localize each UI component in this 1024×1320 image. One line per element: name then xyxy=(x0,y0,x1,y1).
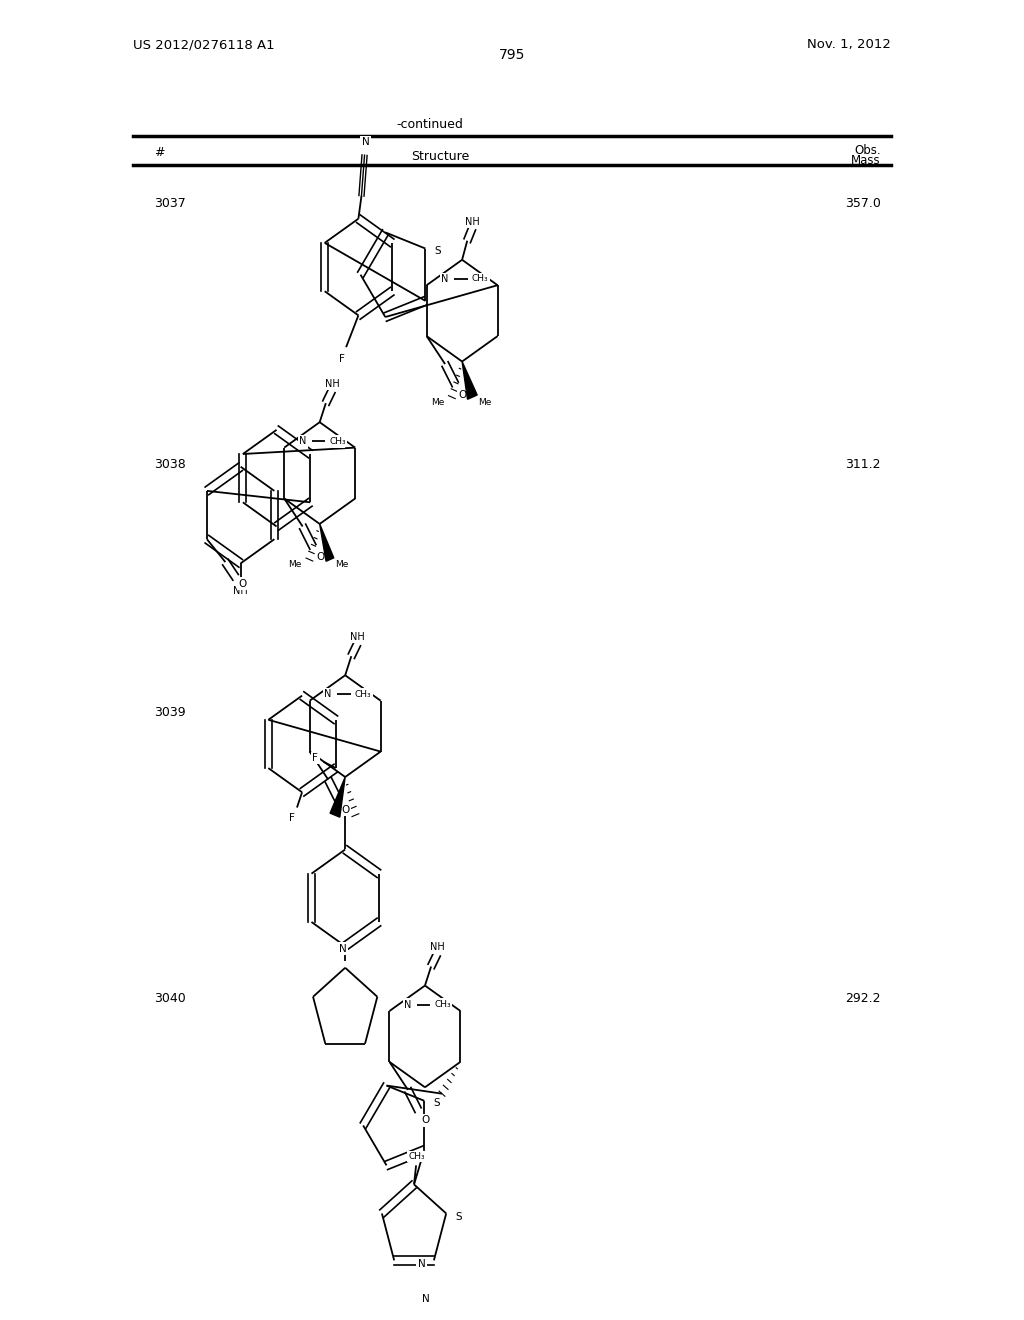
Text: 3038: 3038 xyxy=(154,458,185,471)
Text: N: N xyxy=(325,689,332,700)
Text: NH: NH xyxy=(465,216,479,227)
Text: O: O xyxy=(421,1115,429,1126)
Text: Mass: Mass xyxy=(851,154,881,166)
Polygon shape xyxy=(319,524,334,561)
Text: O: O xyxy=(341,805,349,814)
Text: N: N xyxy=(422,1294,430,1304)
Text: 357.0: 357.0 xyxy=(845,197,881,210)
Text: O: O xyxy=(316,552,325,562)
Text: 292.2: 292.2 xyxy=(845,991,881,1005)
Text: O: O xyxy=(239,578,247,589)
Text: CH₃: CH₃ xyxy=(409,1152,425,1162)
Text: NH: NH xyxy=(430,942,444,953)
Text: CH₃: CH₃ xyxy=(472,275,488,284)
Polygon shape xyxy=(330,777,345,817)
Text: N: N xyxy=(418,1259,426,1270)
Text: HN: HN xyxy=(434,999,450,1010)
Text: N: N xyxy=(299,437,306,446)
Text: Obs.: Obs. xyxy=(854,144,881,157)
Text: Me: Me xyxy=(431,397,444,407)
Text: N: N xyxy=(339,944,347,953)
Text: F: F xyxy=(339,354,345,363)
Text: HN: HN xyxy=(330,437,344,446)
Text: 3039: 3039 xyxy=(154,706,185,719)
Text: N: N xyxy=(404,999,412,1010)
Text: O: O xyxy=(459,389,467,400)
Text: US 2012/0276118 A1: US 2012/0276118 A1 xyxy=(133,38,274,51)
Text: CH₃: CH₃ xyxy=(434,1001,451,1010)
Text: 3040: 3040 xyxy=(154,991,185,1005)
Text: 795: 795 xyxy=(499,49,525,62)
Text: S: S xyxy=(433,1098,440,1109)
Text: NH: NH xyxy=(325,379,339,389)
Text: NH: NH xyxy=(350,632,365,642)
Text: 311.2: 311.2 xyxy=(845,458,881,471)
Text: F: F xyxy=(289,813,295,822)
Text: CH₃: CH₃ xyxy=(329,437,346,446)
Text: HN: HN xyxy=(472,273,486,284)
Text: S: S xyxy=(434,246,441,256)
Text: HN: HN xyxy=(355,689,370,700)
Text: Me: Me xyxy=(478,397,492,407)
Text: CH₃: CH₃ xyxy=(354,690,372,698)
Text: #: # xyxy=(154,147,164,160)
Text: N: N xyxy=(361,137,370,148)
Text: 3037: 3037 xyxy=(154,197,185,210)
Text: Structure: Structure xyxy=(412,150,469,164)
Text: S: S xyxy=(455,1212,462,1222)
Text: NH: NH xyxy=(233,586,248,597)
Text: Nov. 1, 2012: Nov. 1, 2012 xyxy=(807,38,891,51)
Text: Me: Me xyxy=(289,560,302,569)
Text: -continued: -continued xyxy=(396,119,464,131)
Text: F: F xyxy=(312,752,318,763)
Text: N: N xyxy=(441,273,449,284)
Polygon shape xyxy=(462,362,477,399)
Text: Me: Me xyxy=(336,560,349,569)
